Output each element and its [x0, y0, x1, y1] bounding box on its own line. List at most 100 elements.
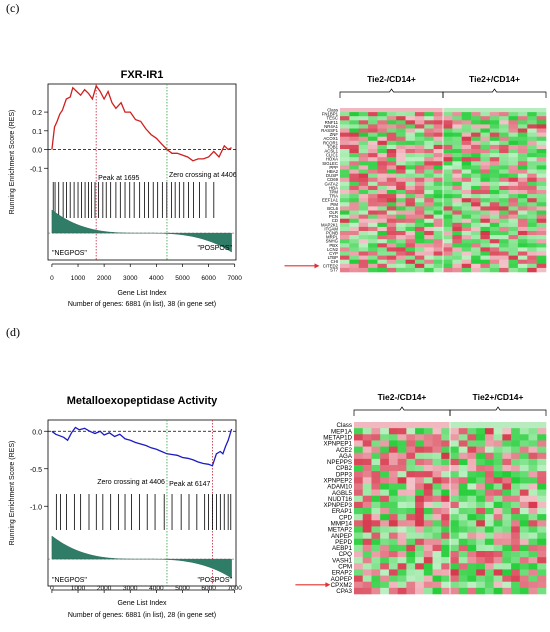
heatmap: Tie2-/CD14+ Tie2+/CD14+ClassFN1BP1TESCRNF…: [285, 74, 547, 272]
heatmap-cell: [480, 157, 490, 161]
heatmap-cell: [415, 124, 425, 128]
heatmap-cell: [537, 490, 546, 496]
heatmap-cell: [406, 508, 415, 514]
heatmap-cell: [537, 551, 546, 557]
heatmap-cell: [471, 153, 481, 157]
heatmap-cell: [368, 145, 378, 149]
x-tick-label: 6000: [201, 585, 216, 592]
heatmap-cell: [518, 145, 528, 149]
heatmap-cell: [502, 428, 511, 434]
heatmap-cell: [406, 260, 416, 264]
heatmap-cell: [340, 202, 350, 206]
heatmap-cell: [490, 165, 500, 169]
heatmap-cell: [471, 206, 481, 210]
heatmap-cell: [349, 161, 359, 165]
heatmap-cell: [354, 490, 363, 496]
heatmap-cell: [467, 582, 476, 588]
heatmap-cell: [441, 453, 450, 459]
heatmap-cell: [380, 582, 389, 588]
heatmap-cell: [380, 539, 389, 545]
heatmap-cell: [349, 137, 359, 141]
heatmap-cell: [529, 526, 538, 532]
bracket-right: [450, 407, 546, 416]
heatmap-cell: [450, 483, 459, 489]
heatmap-cell: [490, 182, 500, 186]
heatmap-cell: [537, 112, 547, 116]
x-tick-label: 2000: [97, 585, 112, 592]
heatmap-cell: [537, 477, 546, 483]
heatmap-cell: [509, 124, 519, 128]
heatmap-cell: [452, 198, 462, 202]
heatmap-cell: [462, 157, 472, 161]
heatmap-cell: [471, 264, 481, 268]
heatmap-cell: [502, 557, 511, 563]
heatmap-cell: [490, 231, 500, 235]
heatmap-cell: [527, 256, 537, 260]
heatmap-cell: [527, 206, 537, 210]
heatmap-cell: [434, 182, 444, 186]
heatmap-cell: [387, 243, 397, 247]
heatmap-cell: [398, 483, 407, 489]
heatmap-cell: [389, 557, 398, 563]
heatmap-cell: [340, 170, 350, 174]
heatmap-cell: [467, 422, 476, 428]
heatmap-cell: [509, 202, 519, 206]
heatmap-cell: [398, 539, 407, 545]
heatmap-cell: [415, 223, 425, 227]
heatmap-cell: [340, 161, 350, 165]
heatmap-cell: [471, 108, 481, 112]
heatmap-cell: [387, 231, 397, 235]
heatmap-cell: [462, 133, 472, 137]
heatmap-cell: [415, 186, 425, 190]
heatmap-cell: [433, 508, 442, 514]
heatmap-cell: [406, 520, 415, 526]
heatmap-cell: [462, 153, 472, 157]
heatmap-cell: [354, 569, 363, 575]
heatmap-cell: [377, 165, 387, 169]
heatmap-cell: [368, 202, 378, 206]
heatmap-cell: [511, 459, 520, 465]
heatmap-cell: [354, 539, 363, 545]
heatmap-cell: [462, 182, 472, 186]
heatmap-cell: [371, 453, 380, 459]
heatmap-cell: [415, 129, 425, 133]
heatmap-cell: [518, 219, 528, 223]
heatmap-cell: [433, 557, 442, 563]
heatmap-cell: [441, 514, 450, 520]
heatmap-cell: [398, 582, 407, 588]
heatmap-cell: [450, 520, 459, 526]
heatmap-cell: [340, 141, 350, 145]
heatmap-cell: [537, 440, 546, 446]
heatmap-cell: [433, 551, 442, 557]
heatmap-cell: [340, 182, 350, 186]
heatmap-cell: [452, 133, 462, 137]
heatmap-cell: [363, 539, 372, 545]
heatmap-cell: [467, 434, 476, 440]
heatmap-cell: [518, 157, 528, 161]
heatmap-cell: [377, 264, 387, 268]
heatmap-cell: [340, 149, 350, 153]
heatmap-cell: [494, 520, 503, 526]
heatmap-cell: [476, 440, 485, 446]
heatmap-cell: [452, 268, 462, 272]
heatmap-cell: [450, 533, 459, 539]
heatmap-cell: [537, 545, 546, 551]
heatmap-cell: [452, 141, 462, 145]
heatmap-cell: [349, 211, 359, 215]
heatmap-cell: [511, 557, 520, 563]
heatmap-cell: [509, 157, 519, 161]
heatmap-cell: [511, 588, 520, 594]
heatmap-cell: [518, 112, 528, 116]
heatmap-cell: [398, 428, 407, 434]
heatmap-cell: [480, 120, 490, 124]
heatmap-cell: [518, 247, 528, 251]
heatmap-cell: [490, 174, 500, 178]
heatmap-cell: [377, 178, 387, 182]
heatmap-cell: [443, 252, 453, 256]
heatmap-cell: [396, 227, 406, 231]
heatmap-cell: [359, 198, 369, 202]
heatmap-cell: [459, 539, 468, 545]
heatmap-cell: [480, 194, 490, 198]
heatmap-cell: [441, 477, 450, 483]
heatmap-cell: [462, 170, 472, 174]
